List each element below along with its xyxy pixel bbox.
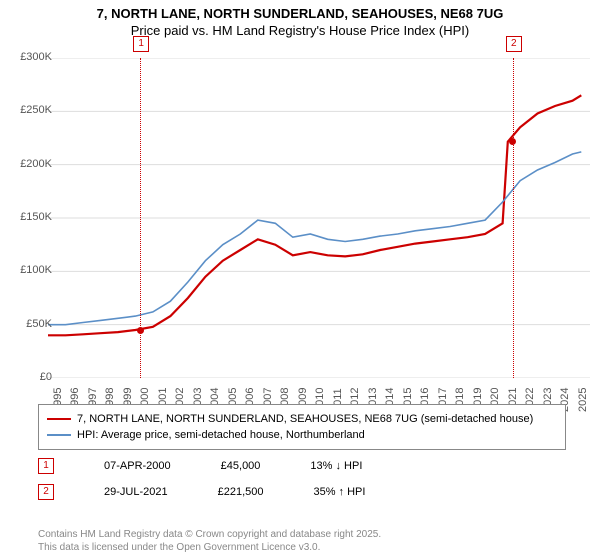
legend-row-hpi: HPI: Average price, semi-detached house,… bbox=[47, 427, 557, 443]
y-tick-label: £100K bbox=[10, 264, 52, 276]
y-tick-label: £250K bbox=[10, 104, 52, 116]
sale-price-1: £45,000 bbox=[221, 460, 261, 472]
sale-delta-1: 13% ↓ HPI bbox=[310, 460, 362, 472]
sale-chart-marker-1: 1 bbox=[133, 36, 149, 52]
y-tick-label: £300K bbox=[10, 51, 52, 63]
chart-svg bbox=[48, 58, 590, 378]
sale-chart-marker-2: 2 bbox=[506, 36, 522, 52]
sale-row-1: 1 07-APR-2000 £45,000 13% ↓ HPI bbox=[38, 458, 558, 474]
legend-label-hpi: HPI: Average price, semi-detached house,… bbox=[77, 429, 365, 441]
y-tick-label: £50K bbox=[10, 318, 52, 330]
footer-text: Contains HM Land Registry data © Crown c… bbox=[38, 528, 381, 554]
sale-marker-2: 2 bbox=[38, 484, 54, 500]
sale-price-2: £221,500 bbox=[218, 486, 264, 498]
sale-delta-2: 35% ↑ HPI bbox=[313, 486, 365, 498]
y-tick-label: £150K bbox=[10, 211, 52, 223]
footer-line-1: Contains HM Land Registry data © Crown c… bbox=[38, 528, 381, 541]
legend-label-price: 7, NORTH LANE, NORTH SUNDERLAND, SEAHOUS… bbox=[77, 413, 533, 425]
sale-date-1: 07-APR-2000 bbox=[104, 460, 171, 472]
sale-marker-1: 1 bbox=[38, 458, 54, 474]
y-tick-label: £200K bbox=[10, 158, 52, 170]
sale-date-2: 29-JUL-2021 bbox=[104, 486, 168, 498]
chart-container: 7, NORTH LANE, NORTH SUNDERLAND, SEAHOUS… bbox=[0, 0, 600, 560]
sale-vline-2 bbox=[513, 58, 514, 378]
legend-swatch-price bbox=[47, 418, 71, 420]
legend-row-price: 7, NORTH LANE, NORTH SUNDERLAND, SEAHOUS… bbox=[47, 411, 557, 427]
chart-title: 7, NORTH LANE, NORTH SUNDERLAND, SEAHOUS… bbox=[0, 0, 600, 23]
legend-swatch-hpi bbox=[47, 434, 71, 436]
footer-line-2: This data is licensed under the Open Gov… bbox=[38, 541, 381, 554]
sale-row-2: 2 29-JUL-2021 £221,500 35% ↑ HPI bbox=[38, 484, 558, 500]
chart-area: 12 bbox=[48, 58, 590, 378]
x-tick-label: 2025 bbox=[577, 388, 589, 412]
y-tick-label: £0 bbox=[10, 371, 52, 383]
sale-dot-1 bbox=[137, 327, 144, 334]
legend-box: 7, NORTH LANE, NORTH SUNDERLAND, SEAHOUS… bbox=[38, 404, 566, 450]
